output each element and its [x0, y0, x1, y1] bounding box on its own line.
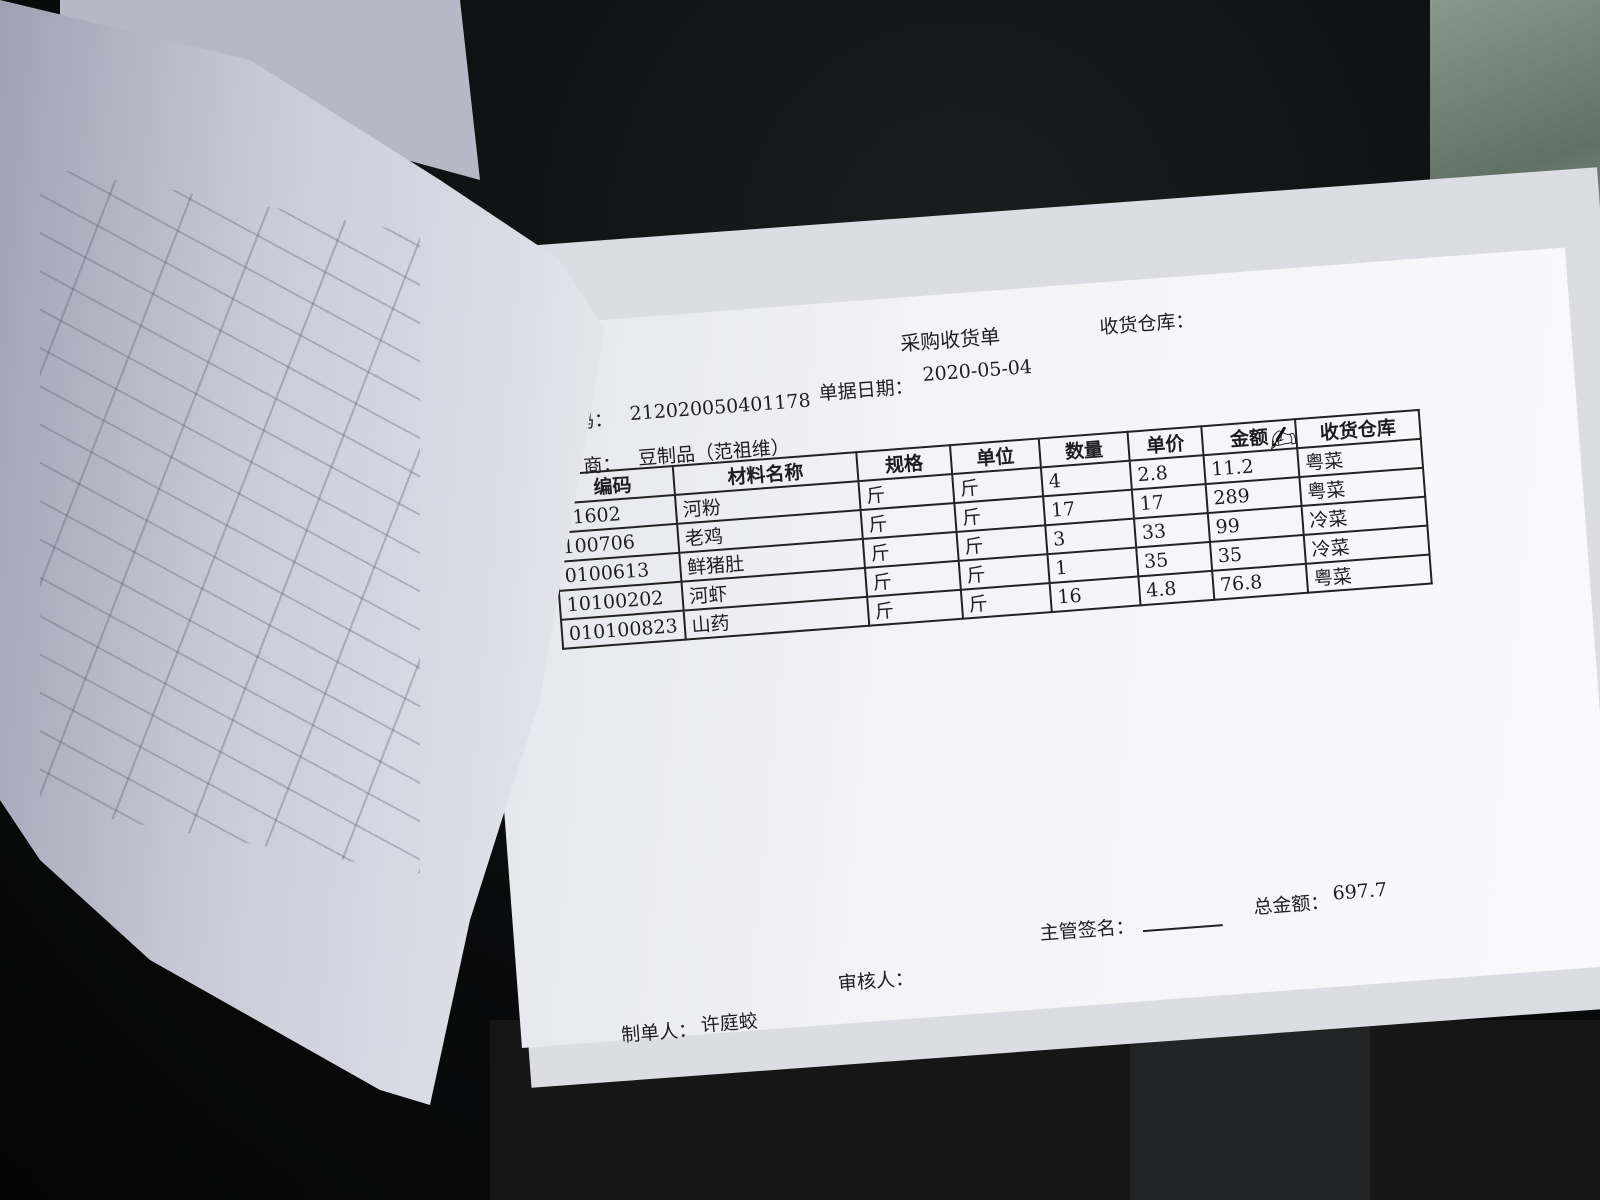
- date-label: 单据日期：: [817, 375, 915, 405]
- show-through-table-grid: [40, 166, 420, 874]
- warehouse-label: 收货仓库：: [1098, 309, 1196, 339]
- desk-panel: [1130, 1020, 1370, 1200]
- cell-unit: 斤: [960, 583, 1052, 619]
- cell-price: 4.8: [1138, 570, 1215, 606]
- purchase-receipt: 采购收货单 收货仓库： 码： 212020050401178 单据日期： 202…: [468, 247, 1600, 1048]
- total-label: 总金额：: [1252, 891, 1331, 919]
- cell-amount: 76.8: [1211, 563, 1308, 600]
- cell-spec: 斤: [866, 589, 963, 626]
- cell-qty: 16: [1049, 576, 1141, 613]
- receipt-title: 采购收货单: [899, 324, 1001, 356]
- doc-no: 212020050401178: [628, 389, 812, 426]
- supervisor-label-text: 主管签名：: [1039, 915, 1136, 945]
- supervisor-label: 主管签名：: [1039, 905, 1224, 946]
- maker-name: 许庭蛟: [699, 1010, 759, 1037]
- maker-label: 制单人：: [620, 1018, 698, 1047]
- date: 2020-05-04: [921, 355, 1033, 387]
- total-amount: 697.7: [1331, 878, 1388, 905]
- supervisor-signature-line: [1142, 924, 1223, 933]
- reviewer-label: 审核人：: [837, 967, 915, 996]
